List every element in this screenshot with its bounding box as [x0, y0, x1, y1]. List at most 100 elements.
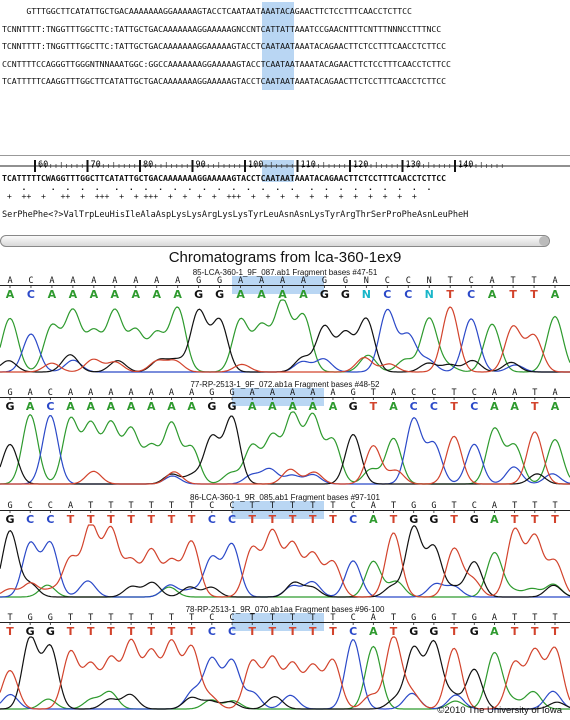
called-base: A [187, 400, 196, 413]
called-base: T [531, 513, 539, 526]
base-letter: T [149, 613, 154, 623]
base-letter: A [91, 276, 96, 286]
called-base: A [299, 288, 308, 301]
base-letter: A [552, 276, 557, 286]
base-letter: T [532, 613, 537, 623]
base-letter: T [169, 613, 174, 623]
called-base: A [329, 400, 338, 413]
base-letter: T [88, 501, 93, 511]
called-base: C [228, 625, 236, 638]
called-base: A [551, 288, 560, 301]
base-letter: A [149, 388, 154, 398]
called-base: T [127, 625, 135, 638]
base-letter: T [531, 276, 536, 286]
called-base: T [248, 513, 256, 526]
base-letter: T [330, 613, 335, 623]
called-base: T [309, 513, 317, 526]
base-letter: T [448, 276, 453, 286]
ruler-label: 140 [458, 160, 474, 170]
base-letter: T [512, 613, 517, 623]
base-letter: C [229, 501, 234, 511]
ruler-label: 130 [405, 160, 421, 170]
called-base: T [551, 625, 559, 638]
trace-t [0, 431, 570, 485]
called-base: T [6, 625, 14, 638]
called-base: A [107, 400, 116, 413]
called-base: C [467, 288, 475, 301]
base-letter: G [196, 276, 201, 286]
called-base: T [168, 625, 176, 638]
called-base: T [309, 625, 317, 638]
called-base: A [257, 288, 266, 301]
base-letter: N [364, 276, 369, 286]
ruler-label: 70 [90, 160, 101, 170]
called-base: T [289, 513, 297, 526]
called-base: T [248, 625, 256, 638]
trace-a [0, 411, 570, 485]
scroll-thumb[interactable] [539, 236, 549, 246]
trace-g [0, 308, 570, 373]
trace-c [0, 414, 570, 485]
called-base: G [5, 400, 14, 413]
base-letter: T [7, 613, 12, 623]
base-letter: C [209, 613, 214, 623]
called-base: A [488, 288, 497, 301]
called-base: T [67, 625, 75, 638]
section-divider [0, 155, 570, 156]
base-letter: C [351, 501, 356, 511]
called-base: A [248, 400, 257, 413]
base-letter: T [452, 388, 457, 398]
called-base: A [147, 400, 156, 413]
called-base: A [369, 513, 378, 526]
called-base: G [194, 288, 203, 301]
base-letter: T [310, 613, 315, 623]
called-base: A [26, 400, 35, 413]
base-letter: C [351, 613, 356, 623]
called-base: A [173, 288, 182, 301]
base-letter: A [290, 388, 295, 398]
called-base: T [148, 625, 156, 638]
base-letter: A [28, 388, 33, 398]
match-dots: . . . . . . . . . . . . . . . . . . . . … [2, 182, 432, 192]
called-base: T [551, 513, 559, 526]
chromatogram-label: 86-LCA-360-1_9R_085.ab1 Fragment bases #… [190, 493, 380, 502]
called-base: T [450, 400, 458, 413]
called-base: C [383, 288, 391, 301]
base-letter: A [280, 276, 285, 286]
alignment-line-3: TCNNTTTT:TNGGTTTGGCTTC:TATTGCTGACAAAAAAA… [2, 41, 447, 51]
consensus-sequence: TCATTTTTCWAGGTTTGGCTTCATATTGCTGACAAAAAAA… [2, 173, 447, 183]
called-base: T [188, 513, 196, 526]
trace-c [0, 639, 570, 710]
called-base: G [409, 625, 418, 638]
base-letter: T [330, 501, 335, 511]
base-letter: T [310, 501, 315, 511]
base-letter: T [149, 501, 154, 511]
called-base: T [390, 513, 398, 526]
base-letter: T [290, 613, 295, 623]
called-base: C [349, 625, 357, 638]
horizontal-scrollbar[interactable] [0, 235, 550, 247]
called-base: C [46, 400, 54, 413]
base-letter: T [108, 501, 113, 511]
called-base: A [309, 400, 318, 413]
called-base: G [409, 513, 418, 526]
base-letter: T [552, 613, 557, 623]
base-letter: T [129, 501, 134, 511]
called-base: A [127, 400, 136, 413]
trace-c [0, 540, 570, 598]
copyright-text: ©2010 The University of Iowa [437, 705, 562, 716]
base-letter: T [88, 613, 93, 623]
base-letter: C [229, 613, 234, 623]
base-letter: T [391, 501, 396, 511]
base-letter: G [217, 276, 222, 286]
base-letter: G [322, 276, 327, 286]
called-base: A [6, 288, 15, 301]
base-letter: A [108, 388, 113, 398]
called-base: C [208, 625, 216, 638]
base-letter: A [250, 388, 255, 398]
base-letter: A [512, 388, 517, 398]
ruler-label: 90 [195, 160, 206, 170]
called-base: T [107, 625, 115, 638]
